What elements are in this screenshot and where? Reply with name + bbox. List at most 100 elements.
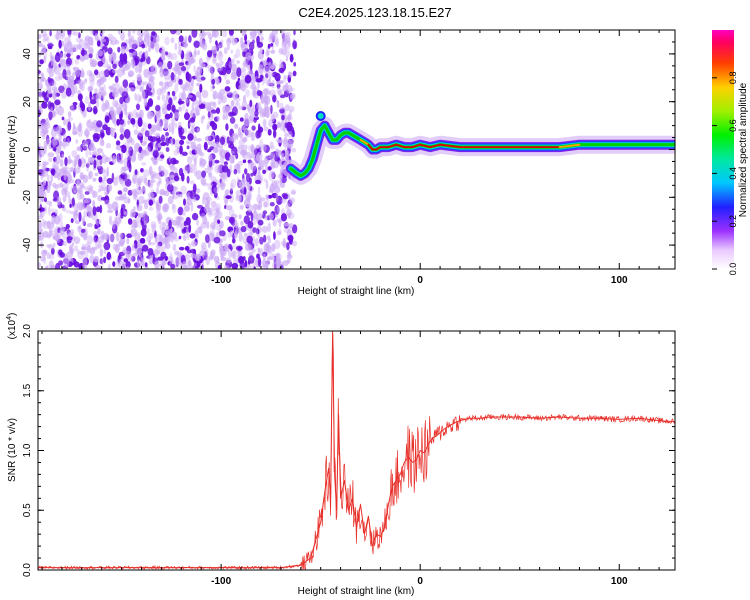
noise-point xyxy=(209,37,212,44)
colorbar-tick-label: 0.6 xyxy=(728,119,738,132)
noise-point xyxy=(41,91,46,98)
noise-point xyxy=(163,100,167,107)
noise-point xyxy=(88,72,95,83)
y-tick-label: -20 xyxy=(22,190,33,205)
noise-point xyxy=(292,40,298,50)
noise-point xyxy=(205,256,210,266)
noise-point xyxy=(127,30,132,38)
noise-point xyxy=(239,67,247,72)
noise-point xyxy=(159,81,164,86)
noise-point xyxy=(255,228,260,235)
noise-point xyxy=(40,197,44,202)
noise-point xyxy=(78,211,82,222)
noise-point xyxy=(275,149,282,157)
noise-point xyxy=(50,208,55,214)
spectrogram-x-axis: -100 0 100 xyxy=(41,30,660,286)
noise-point xyxy=(125,261,131,269)
noise-point xyxy=(189,233,196,239)
noise-point xyxy=(47,100,52,110)
noise-point xyxy=(79,38,85,49)
noise-point xyxy=(146,235,152,243)
noise-point xyxy=(256,103,262,110)
noise-point xyxy=(100,95,104,101)
noise-point xyxy=(186,156,193,165)
noise-point xyxy=(212,85,215,89)
noise-point xyxy=(196,219,200,227)
noise-point xyxy=(39,89,43,99)
noise-point xyxy=(82,174,89,184)
noise-point xyxy=(274,72,281,82)
noise-point xyxy=(79,193,85,200)
noise-point xyxy=(223,47,228,55)
noise-point xyxy=(291,224,298,234)
noise-point xyxy=(190,253,197,259)
noise-point xyxy=(278,48,284,55)
noise-point xyxy=(219,50,222,58)
noise-point xyxy=(75,37,83,43)
noise-point xyxy=(258,212,264,218)
noise-point xyxy=(137,243,143,248)
noise-point xyxy=(79,185,85,189)
noise-point xyxy=(236,67,242,78)
noise-point xyxy=(97,166,101,171)
noise-point xyxy=(132,150,137,156)
noise-point xyxy=(93,231,98,236)
noise-point xyxy=(107,203,113,210)
noise-point xyxy=(217,219,221,224)
noise-point xyxy=(126,233,133,238)
noise-point xyxy=(194,230,199,240)
noise-point xyxy=(112,261,116,267)
noise-point xyxy=(268,171,275,182)
noise-point xyxy=(87,119,92,124)
noise-point xyxy=(161,168,169,177)
noise-point xyxy=(54,99,61,106)
noise-point xyxy=(173,95,177,101)
noise-point xyxy=(95,206,101,213)
noise-point xyxy=(269,145,276,150)
noise-point xyxy=(61,116,65,121)
noise-point xyxy=(217,100,222,105)
noise-point xyxy=(154,172,161,180)
noise-point xyxy=(123,264,127,269)
noise-point xyxy=(150,241,156,246)
noise-point xyxy=(234,123,239,129)
noise-point xyxy=(283,228,291,233)
noise-point xyxy=(117,68,124,78)
noise-point xyxy=(52,182,57,188)
noise-point xyxy=(286,208,292,217)
noise-point xyxy=(68,117,74,121)
noise-point xyxy=(139,86,144,92)
noise-point xyxy=(184,112,190,121)
noise-point xyxy=(283,222,290,227)
noise-point xyxy=(227,38,230,43)
colorbar-ticks: 0.0 0.2 0.4 0.6 0.8 xyxy=(712,72,738,275)
noise-point xyxy=(134,169,138,176)
noise-point xyxy=(236,176,240,184)
noise-point xyxy=(93,159,97,169)
noise-point xyxy=(167,60,173,70)
noise-point xyxy=(156,243,160,249)
y-tick-label: 40 xyxy=(22,48,33,60)
noise-point xyxy=(71,150,78,158)
noise-point xyxy=(115,217,122,225)
noise-point xyxy=(273,231,276,240)
noise-point xyxy=(252,261,256,268)
noise-point xyxy=(266,155,270,162)
noise-point xyxy=(193,50,197,58)
noise-point xyxy=(57,144,62,154)
noise-point xyxy=(133,221,138,229)
noise-point xyxy=(38,34,42,39)
noise-point xyxy=(258,161,262,171)
noise-point xyxy=(110,72,114,78)
noise-point xyxy=(238,232,243,242)
noise-point xyxy=(267,91,272,95)
noise-point xyxy=(96,148,104,154)
noise-point xyxy=(99,248,104,257)
noise-point xyxy=(195,111,200,116)
noise-point xyxy=(97,60,104,67)
noise-point xyxy=(61,187,67,196)
noise-point xyxy=(187,259,192,267)
noise-point xyxy=(215,107,221,114)
snr-y-label: SNR (10 * v/v) xyxy=(7,418,18,482)
noise-point xyxy=(134,244,138,249)
